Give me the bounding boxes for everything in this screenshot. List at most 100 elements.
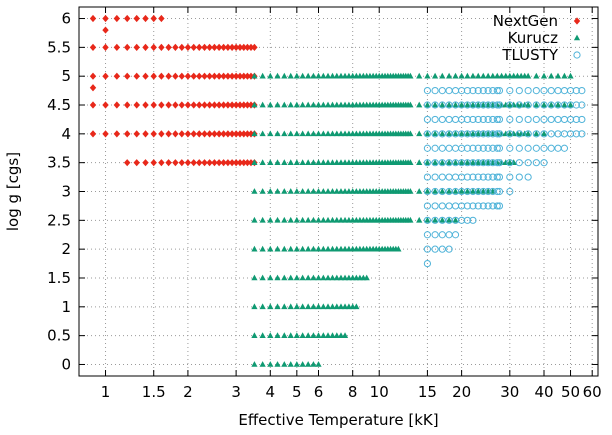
kurucz-point <box>293 216 300 223</box>
nextgen-point <box>244 159 251 167</box>
tlusty-point <box>474 115 482 124</box>
kurucz-point <box>305 216 312 223</box>
tlusty-point <box>578 101 586 109</box>
nextgen-point <box>123 101 131 109</box>
nextgen-point <box>150 72 157 80</box>
tlusty-point <box>484 87 492 95</box>
tlusty-point <box>493 130 501 138</box>
tlusty-point <box>495 87 504 95</box>
nextgen-point <box>102 130 109 138</box>
kurucz-point <box>567 72 574 79</box>
tlusty-point <box>423 87 432 95</box>
x-tick-label: 20 <box>452 383 471 401</box>
kurucz-point <box>480 72 487 79</box>
kurucz-point <box>333 274 340 281</box>
kurucz-point <box>439 72 446 79</box>
tlusty-point <box>515 115 523 124</box>
kurucz-point <box>337 159 345 165</box>
kurucz-point <box>310 303 317 310</box>
kurucz-point <box>310 332 317 338</box>
kurucz-point <box>305 159 312 165</box>
tlusty-point <box>438 173 446 181</box>
tlusty-point <box>479 187 487 196</box>
kurucz-point <box>431 101 439 108</box>
kurucz-point <box>540 130 548 137</box>
kurucz-point <box>329 101 336 108</box>
legend-label-nextgen: NextGen <box>493 12 558 30</box>
tlusty-point <box>451 87 460 95</box>
kurucz-point <box>320 188 327 194</box>
tlusty-point <box>493 87 501 95</box>
kurucz-point <box>305 72 312 79</box>
tlusty-point <box>524 144 532 152</box>
nextgen-point <box>196 130 203 138</box>
x-tick-label: 30 <box>500 383 519 401</box>
nextgen-point <box>206 43 213 51</box>
y-tick-label: 1.5 <box>47 269 71 287</box>
axis-ticks: 1 1.5 2 3 4 5 6 8 10 15 20 30 40 50 6000.511.522.533.5… <box>47 7 602 401</box>
kurucz-point <box>452 159 459 165</box>
kurucz-point <box>251 361 258 367</box>
nextgen-point <box>224 43 232 51</box>
kurucz-point <box>469 159 477 165</box>
kurucz-point <box>251 274 258 281</box>
nextgen-point <box>244 72 251 80</box>
kurucz-point <box>498 72 505 79</box>
kurucz-point <box>299 303 306 310</box>
kurucz-point <box>464 188 471 194</box>
tlusty-point <box>463 115 472 124</box>
kurucz-point <box>407 101 414 108</box>
kurucz-point <box>293 101 300 108</box>
tlusty-point <box>431 173 439 181</box>
kurucz-point <box>333 332 340 338</box>
tlusty-point <box>572 101 580 109</box>
tlusty-point <box>495 144 504 152</box>
nextgen-point <box>196 159 203 167</box>
nextgen-point <box>123 43 131 51</box>
tlusty-point <box>554 115 562 124</box>
kurucz-point <box>329 188 336 194</box>
kurucz-point <box>293 332 300 338</box>
kurucz-point <box>274 216 281 223</box>
kurucz-point <box>293 130 300 137</box>
nextgen-point <box>184 72 192 80</box>
kurucz-point <box>431 188 439 194</box>
kurucz-point <box>506 159 513 165</box>
kurucz-point <box>267 274 274 281</box>
kurucz-point <box>407 216 414 223</box>
kurucz-point <box>525 101 532 108</box>
y-tick-label: 3.5 <box>47 154 71 172</box>
tlusty-point <box>495 187 504 196</box>
nextgen-point <box>201 101 208 109</box>
kurucz-point <box>310 188 317 194</box>
kurucz-point <box>299 72 306 79</box>
tlusty-point <box>495 130 504 138</box>
nextgen-point <box>178 159 186 167</box>
tlusty-point <box>469 87 477 95</box>
kurucz-point <box>251 101 258 108</box>
nextgen-point <box>178 43 186 51</box>
x-tick-label: 40 <box>534 383 553 401</box>
tlusty-point <box>515 87 523 95</box>
nextgen-point <box>211 130 218 138</box>
kurucz-point <box>333 303 340 310</box>
kurucz-point <box>464 159 471 165</box>
nextgen-point <box>236 101 244 109</box>
nextgen-point <box>165 130 172 138</box>
nextgen-point <box>215 130 223 138</box>
kurucz-point <box>320 101 327 108</box>
kurucz-point <box>287 72 294 79</box>
y-tick-label: 4.5 <box>47 96 71 114</box>
tlusty-point <box>438 144 446 152</box>
tlusty-point <box>423 115 432 124</box>
nextgen-point <box>184 130 192 138</box>
kurucz-point <box>305 332 312 338</box>
kurucz-point <box>251 303 258 310</box>
tlusty-point <box>532 101 540 109</box>
nextgen-point <box>133 43 140 51</box>
tlusty-point <box>532 115 540 124</box>
kurucz-point <box>299 274 306 281</box>
nextgen-point <box>211 43 218 51</box>
tlusty-point <box>474 202 482 210</box>
kurucz-point <box>310 216 317 223</box>
